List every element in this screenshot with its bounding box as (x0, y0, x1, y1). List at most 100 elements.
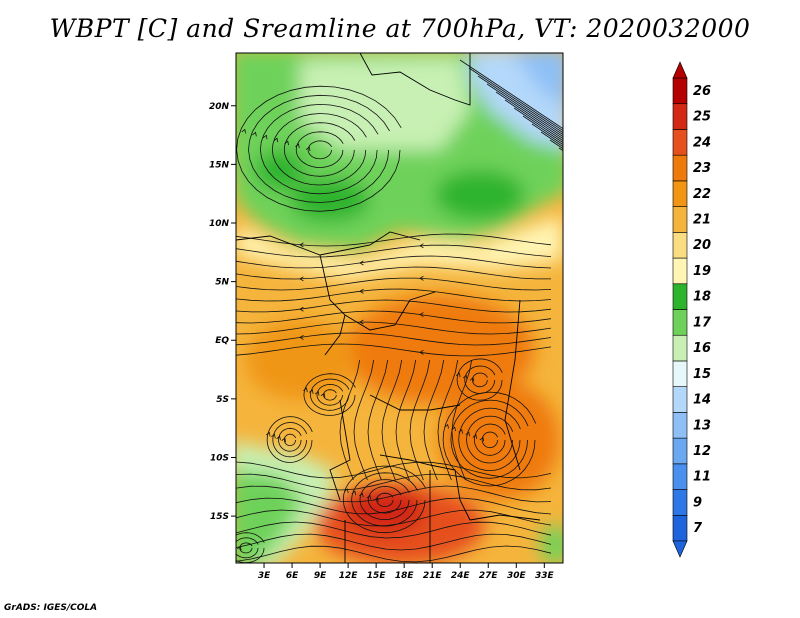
streamline (481, 431, 498, 449)
streamline-arrow (241, 128, 246, 134)
streamline (459, 59, 563, 130)
streamline-arrow (299, 335, 304, 340)
streamline (316, 383, 344, 406)
streamline-arrow (295, 143, 300, 149)
streamline-arrow (299, 306, 304, 312)
streamline (353, 359, 375, 481)
colorbar-label: 21 (693, 213, 711, 228)
footer-credit: GrADS: IGES/COLA (4, 603, 98, 613)
streamline (236, 545, 552, 563)
colorbar-label: 20 (693, 238, 711, 253)
streamline (236, 244, 552, 258)
streamline-arrow (455, 372, 461, 378)
colorbar-label: 26 (693, 84, 711, 99)
streamline (236, 497, 552, 515)
colorbar-swatch (672, 489, 688, 516)
streamline (266, 416, 313, 463)
lat-tick-label: 15S (210, 512, 229, 522)
streamline-arrow (303, 387, 308, 393)
streamline-arrow (276, 435, 281, 441)
streamline (236, 509, 552, 527)
streamline (473, 423, 506, 456)
streamline (278, 427, 302, 452)
streamline-arrow (281, 437, 286, 443)
colorbar-swatch (672, 514, 688, 542)
streamline (367, 359, 389, 481)
streamline (236, 277, 552, 291)
field-darkgreen-3 (255, 150, 305, 190)
lon-tick-label: 9E (314, 571, 327, 581)
streamline (359, 479, 410, 521)
streamline-arrow (359, 288, 364, 294)
streamline (236, 299, 552, 313)
streamline-arrow (419, 349, 424, 355)
colorbar-swatch (672, 334, 688, 362)
colorbar-swatch (672, 257, 688, 285)
streamline (303, 373, 356, 416)
lat-tick-label: 15N (209, 160, 230, 170)
streamline (295, 131, 344, 168)
streamline-arrow (444, 423, 449, 429)
streamline (409, 359, 431, 481)
streamline (451, 359, 473, 481)
streamline (456, 358, 503, 401)
streamline (486, 83, 563, 136)
colorbar-swatch (672, 437, 688, 465)
streamline-arrow (419, 275, 424, 281)
streamline (236, 485, 552, 503)
colorbar-label: 12 (693, 444, 711, 459)
colorbar-label: 11 (693, 470, 711, 485)
colorbar-swatch (672, 283, 688, 310)
streamline-arrow (305, 146, 311, 152)
streamline (381, 359, 403, 481)
colorbar-top-arrow (672, 61, 688, 79)
streamline (513, 107, 563, 142)
streamline-arrow (465, 431, 471, 437)
streamline-arrow (314, 390, 320, 396)
country-borders (236, 53, 541, 563)
streamline (342, 465, 426, 534)
streamline (283, 122, 356, 177)
colorbar-label: 7 (693, 521, 703, 536)
lat-tick-label: 20N (209, 102, 230, 112)
colorbar-swatch (672, 463, 688, 490)
streamline-arrow (284, 140, 289, 146)
colorbar-labels: 7 9 11 12 13 14 15 16 17 18 19 20 21 22 23 24 25 26 (693, 84, 712, 536)
streamline-arrow (299, 242, 304, 248)
field-blue-ne-deep (513, 53, 563, 106)
streamline (522, 115, 563, 144)
colorbar-label: 24 (693, 135, 711, 150)
colorbar-label: 9 (693, 495, 702, 510)
lon-tick-label: 15E (367, 571, 387, 581)
lat-tick-label: EQ (215, 336, 229, 346)
streamline (236, 233, 552, 247)
streamline-arrow (265, 431, 271, 437)
colorbar-swatch (672, 129, 688, 156)
streamline-arrow (359, 492, 364, 498)
streamline-arrow (479, 436, 485, 442)
streamline (437, 359, 459, 481)
streamline (323, 389, 337, 401)
lon-tick-label: 30E (507, 571, 527, 581)
streamline (236, 537, 259, 559)
colorbar-body (672, 61, 688, 558)
colorbar-label: 13 (693, 418, 711, 433)
colorbar-label: 25 (693, 110, 711, 125)
streamline (236, 288, 552, 302)
streamline (236, 255, 552, 269)
lon-axis: 3E 6E 9E 12E 15E 18E 21E 24E 27E 30E 33E (258, 563, 555, 581)
streamline (272, 422, 308, 458)
streamline (236, 310, 552, 324)
streamline (376, 492, 394, 507)
lon-tick-label: 6E (286, 571, 299, 581)
streamline-arrow (359, 319, 364, 325)
streamline-arrow (469, 377, 475, 382)
field-lightgreen-north (300, 58, 470, 150)
streamlines (236, 59, 563, 563)
streamline (271, 113, 367, 186)
lon-tick-label: 33E (535, 571, 555, 581)
colorbar-bottom-arrow (672, 540, 688, 558)
streamline-arrow (351, 490, 357, 496)
streamline (458, 407, 521, 472)
